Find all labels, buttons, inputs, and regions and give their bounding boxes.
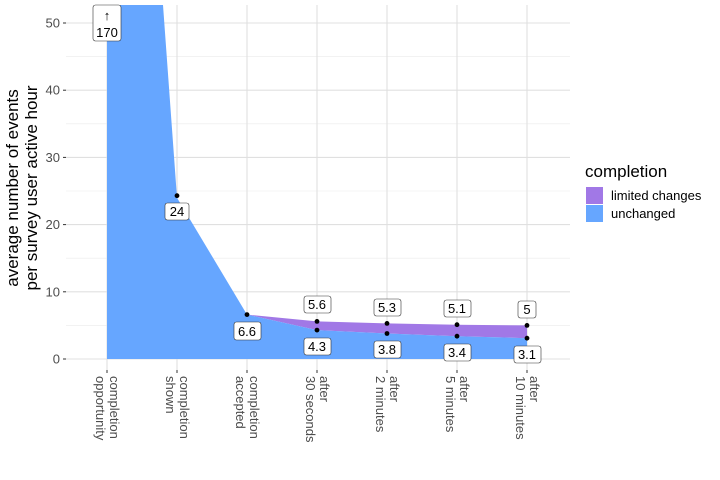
x-tick-completion-opportunity-line2: opportunity bbox=[93, 376, 108, 441]
data-label-3-1: 3.1 bbox=[518, 347, 536, 362]
data-labels: ↑ 170 24 6.6 5.6 4.3 5.3 3.8 5.1 3.4 5 3… bbox=[92, 4, 542, 364]
x-axis: completion opportunity completion shown … bbox=[93, 370, 542, 443]
x-tick-after-10-minutes-line1: after bbox=[527, 376, 542, 403]
x-tick-completion-shown-line2: shown bbox=[163, 376, 178, 414]
area-unchanged bbox=[107, 5, 527, 359]
x-tick-completion-accepted-line1: completion bbox=[247, 376, 262, 439]
area-limited-changes bbox=[247, 314, 527, 339]
x-tick-completion-accepted-line2: accepted bbox=[233, 376, 248, 429]
y-tick-30: 30 bbox=[46, 150, 60, 165]
y-tick-10: 10 bbox=[46, 284, 60, 299]
x-tick-after-2-minutes-line1: after bbox=[387, 376, 402, 403]
y-axis: 0 10 20 30 40 50 bbox=[46, 16, 66, 367]
x-tick-completion-shown-line1: completion bbox=[177, 376, 192, 439]
data-label-5: 5 bbox=[523, 302, 530, 317]
legend: completion limited changes unchanged bbox=[585, 162, 702, 222]
x-tick-after-5-minutes-line1: after bbox=[457, 376, 472, 403]
data-label-3-8: 3.8 bbox=[378, 342, 396, 357]
data-label-3-4: 3.4 bbox=[448, 345, 466, 360]
area-series bbox=[107, 5, 527, 359]
legend-swatch-unchanged bbox=[586, 205, 603, 222]
y-axis-title: average number of events per survey user… bbox=[3, 85, 41, 290]
data-label-6-6: 6.6 bbox=[238, 324, 256, 339]
legend-swatch-limited-changes bbox=[586, 187, 603, 204]
x-tick-after-30-seconds-line2: 30 seconds bbox=[303, 376, 318, 443]
y-axis-title-line2: per survey user active hour bbox=[22, 85, 41, 290]
x-tick-after-5-minutes-line2: 5 minutes bbox=[443, 376, 458, 433]
y-tick-50: 50 bbox=[46, 16, 60, 31]
y-axis-title-line1: average number of events bbox=[3, 89, 22, 287]
x-tick-after-10-minutes-line2: 10 minutes bbox=[513, 376, 528, 440]
data-label-4-3: 4.3 bbox=[308, 339, 326, 354]
data-label-170: 170 bbox=[96, 25, 118, 40]
x-tick-after-2-minutes-line2: 2 minutes bbox=[373, 376, 388, 433]
data-label-24: 24 bbox=[170, 204, 184, 219]
data-label-5-1: 5.1 bbox=[448, 301, 466, 316]
offscale-arrow-icon: ↑ bbox=[104, 8, 111, 23]
legend-label-limited-changes: limited changes bbox=[611, 188, 702, 203]
legend-title: completion bbox=[585, 162, 667, 181]
x-tick-completion-opportunity-line1: completion bbox=[107, 376, 122, 439]
legend-label-unchanged: unchanged bbox=[611, 206, 675, 221]
data-label-5-6: 5.6 bbox=[308, 297, 326, 312]
data-label-5-3: 5.3 bbox=[378, 300, 396, 315]
data-points bbox=[174, 193, 530, 341]
x-tick-after-30-seconds-line1: after bbox=[317, 376, 332, 403]
y-tick-40: 40 bbox=[46, 83, 60, 98]
y-tick-0: 0 bbox=[53, 352, 60, 367]
y-tick-20: 20 bbox=[46, 217, 60, 232]
